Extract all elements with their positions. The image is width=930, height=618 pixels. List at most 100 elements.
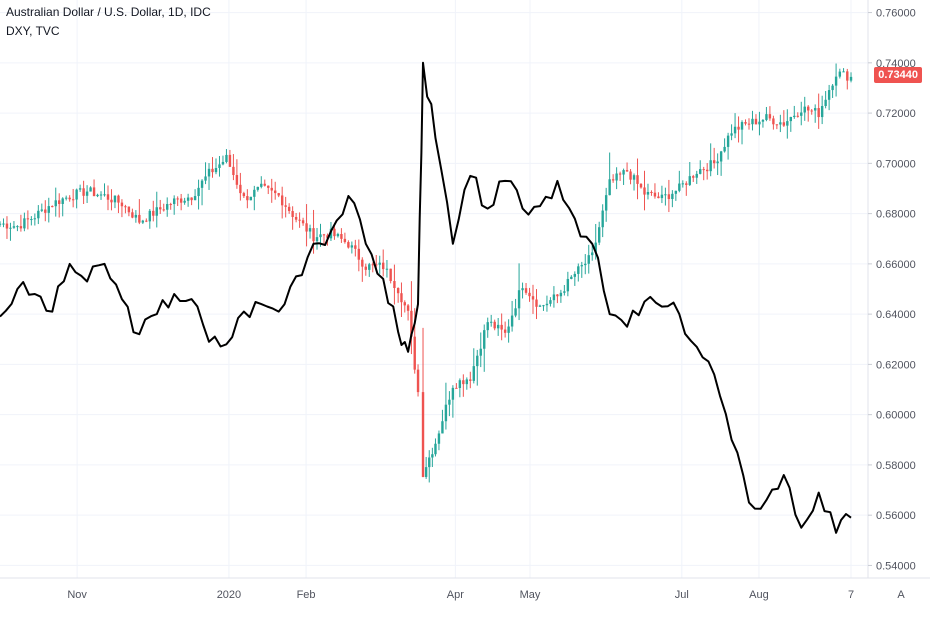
candle-down (44, 209, 47, 213)
candle-down (650, 191, 653, 193)
candle-up (172, 198, 176, 205)
candle-up (824, 99, 827, 107)
candle-up (368, 264, 371, 270)
candle-up (726, 135, 730, 147)
candle-up (496, 324, 500, 329)
candle-up (458, 380, 462, 389)
candle-up (260, 183, 263, 187)
candle-down (747, 123, 751, 125)
candle-down (68, 197, 71, 200)
candle-up (448, 399, 451, 405)
candle-up (545, 303, 549, 306)
candle-up (601, 210, 604, 228)
candle-down (393, 281, 396, 288)
candle-up (336, 233, 340, 237)
candle-down (51, 206, 54, 208)
candle-up (695, 173, 698, 178)
candle-down (19, 226, 23, 229)
candle-down (469, 379, 472, 381)
candle-up (615, 173, 618, 181)
candle-up (681, 183, 685, 185)
candle-up (444, 404, 448, 422)
candle-up (89, 187, 92, 192)
candle-down (179, 198, 183, 203)
last-price-tag: 0.73440 (874, 67, 922, 83)
candle-down (653, 192, 657, 197)
candle-up (594, 242, 597, 253)
candle-up (842, 71, 845, 73)
candle-up (688, 176, 691, 185)
y-tick-label: 0.70000 (876, 158, 916, 170)
candle-down (340, 233, 343, 239)
candle-down (775, 124, 779, 126)
candle-up (134, 214, 138, 218)
candle-down (246, 196, 249, 201)
candle-up (549, 300, 552, 304)
candle-down (382, 262, 385, 270)
y-tick-label: 0.64000 (876, 309, 916, 321)
candle-up (674, 190, 678, 194)
candle-up (486, 322, 489, 331)
candle-up (479, 348, 482, 356)
candle-up (517, 290, 521, 309)
candle-up (521, 288, 524, 291)
candle-down (82, 188, 85, 196)
candle-up (514, 308, 517, 316)
candle-down (5, 223, 9, 229)
candle-up (632, 175, 636, 180)
candle-down (535, 299, 538, 307)
auto-scale-button[interactable]: A (897, 589, 905, 601)
candle-down (817, 108, 820, 118)
dxy-line (0, 61, 852, 534)
y-tick-label: 0.74000 (876, 58, 916, 70)
candle-down (267, 185, 270, 188)
candle-up (838, 71, 842, 77)
candle-up (559, 292, 563, 297)
candle-up (103, 194, 106, 196)
candle-down (294, 216, 298, 220)
candle-down (500, 324, 503, 330)
candle-up (622, 170, 625, 175)
candle-down (58, 200, 61, 204)
candle-down (531, 296, 535, 300)
candle-up (779, 122, 782, 125)
candle-down (284, 205, 287, 207)
candle-down (322, 234, 326, 236)
candle-down (375, 264, 378, 266)
candle-up (155, 207, 158, 216)
candle-down (326, 235, 329, 239)
grid (0, 0, 868, 578)
candle-up (786, 121, 789, 126)
candle-down (92, 187, 96, 197)
candle-down (625, 170, 629, 172)
axes: 0.76000 0.74000 0.72000 0.70000 0.68000 0.660… (0, 0, 930, 601)
candle-down (333, 228, 336, 237)
candle-up (428, 457, 431, 468)
y-tick-label: 0.72000 (876, 108, 916, 120)
candle-up (221, 161, 225, 165)
candle-down (371, 264, 374, 266)
candle-up (2, 223, 5, 225)
candle-down (280, 195, 284, 206)
candle-down (629, 171, 632, 180)
candle-down (754, 118, 758, 125)
candle-up (431, 454, 434, 458)
candle-down (685, 183, 688, 185)
candle-down (657, 196, 660, 199)
candle-down (400, 293, 403, 303)
candle-down (768, 114, 772, 119)
y-tick-label: 0.68000 (876, 209, 916, 221)
x-tick-label: 2020 (217, 589, 241, 601)
candle-up (813, 108, 817, 111)
candle-down (110, 199, 113, 203)
candle-down (364, 266, 367, 270)
candle-down (636, 175, 639, 184)
candle-down (846, 71, 849, 81)
candle-up (678, 183, 681, 191)
x-tick-label: Aug (749, 589, 769, 601)
y-tick-label: 0.60000 (876, 410, 916, 422)
candle-down (270, 187, 273, 191)
audusd-candles (0, 63, 853, 483)
